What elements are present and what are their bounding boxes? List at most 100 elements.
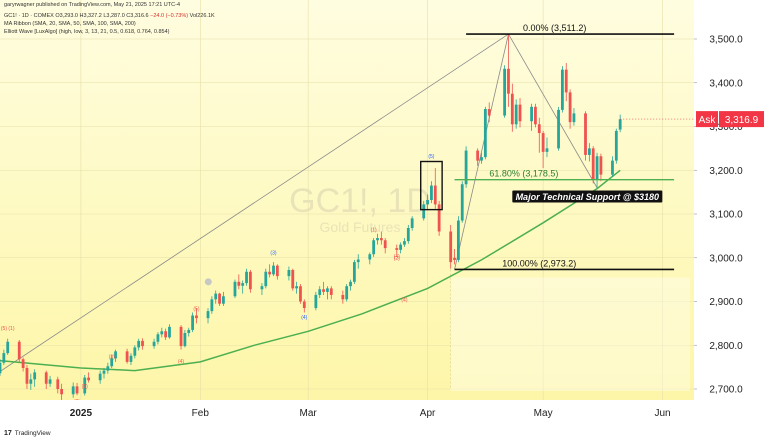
candle-body bbox=[356, 259, 360, 263]
candle-body bbox=[433, 185, 437, 205]
tradingview-logo[interactable]: 17 TradingView bbox=[4, 430, 51, 437]
volume: Vol226.1K bbox=[189, 13, 215, 19]
candle bbox=[237, 274, 241, 290]
candle bbox=[322, 281, 325, 295]
ma-ribbon-legend[interactable]: MA Ribbon (SMA, 20, SMA, 50, SMA, 100, S… bbox=[4, 21, 136, 27]
candle-body bbox=[595, 156, 599, 179]
candle-body bbox=[302, 301, 306, 309]
candle-body bbox=[272, 265, 275, 275]
y-tick-label: 2,900.0 bbox=[709, 297, 743, 308]
candle bbox=[48, 375, 52, 387]
wave-label: (1) bbox=[371, 228, 377, 234]
publisher-line: garyrwagner published on TradingView.com… bbox=[4, 2, 180, 8]
candle bbox=[187, 327, 191, 337]
candle-body bbox=[591, 148, 595, 179]
candle-body bbox=[268, 271, 272, 275]
candle-body bbox=[541, 133, 545, 152]
moving-average bbox=[0, 169, 621, 372]
candle bbox=[102, 368, 106, 379]
candle-body bbox=[25, 368, 29, 384]
candle bbox=[426, 194, 429, 210]
candle-body bbox=[160, 331, 164, 335]
candle bbox=[56, 376, 60, 394]
elliott-wave-legend[interactable]: Elliott Wave [LuxAlgo] (high, low, 3, 13… bbox=[4, 29, 170, 35]
wave-label: (4) bbox=[394, 254, 400, 260]
x-tick-label: May bbox=[534, 408, 553, 419]
ma-line bbox=[0, 169, 621, 372]
candle-body bbox=[322, 289, 325, 292]
candle bbox=[403, 238, 406, 247]
candle-body bbox=[510, 93, 514, 125]
candle-body bbox=[430, 185, 433, 200]
x-tick-label: Jun bbox=[654, 408, 670, 419]
candle bbox=[141, 338, 144, 350]
candle-body bbox=[21, 359, 25, 368]
candle-body bbox=[191, 315, 194, 330]
candle bbox=[395, 244, 399, 256]
candle bbox=[534, 103, 537, 128]
candle-body bbox=[210, 299, 214, 312]
candle-body bbox=[437, 204, 441, 232]
candle-body bbox=[503, 68, 507, 116]
support-label-bg bbox=[512, 190, 663, 203]
candle-body bbox=[233, 281, 237, 297]
candle bbox=[83, 375, 87, 396]
candle-body bbox=[299, 286, 302, 302]
candle-body bbox=[141, 340, 144, 347]
candle-body bbox=[460, 184, 464, 221]
candle-body bbox=[56, 379, 60, 389]
candle bbox=[233, 279, 237, 298]
trend-line bbox=[454, 34, 509, 270]
candle bbox=[541, 130, 545, 169]
candle bbox=[287, 266, 291, 281]
y-tick-label: 3,400.0 bbox=[709, 78, 743, 89]
candle bbox=[483, 106, 487, 160]
y-tick-label: 3,000.0 bbox=[709, 253, 743, 264]
wave-label: (4) bbox=[401, 298, 407, 304]
candle bbox=[368, 252, 372, 265]
candle bbox=[614, 128, 618, 164]
price-change: −24.0 (−0.73%) bbox=[150, 13, 189, 19]
ask-price-tag: Ask 3,316.9 bbox=[620, 111, 764, 128]
candle-body bbox=[33, 372, 37, 380]
price-axis-panel bbox=[694, 0, 768, 441]
candle bbox=[133, 345, 137, 359]
candle-body bbox=[410, 218, 414, 228]
ask-value: 3,316.9 bbox=[725, 115, 759, 126]
candle-body bbox=[264, 271, 268, 287]
candle bbox=[87, 372, 90, 383]
candle-body bbox=[557, 109, 560, 149]
candle bbox=[218, 292, 221, 306]
candle bbox=[314, 291, 318, 311]
candle bbox=[599, 153, 603, 182]
candle-body bbox=[426, 200, 429, 205]
candle-body bbox=[564, 69, 568, 93]
candle-body bbox=[129, 355, 133, 362]
ask-label: Ask bbox=[699, 115, 717, 126]
candle bbox=[2, 349, 6, 365]
candle-body bbox=[222, 296, 225, 304]
candle-body bbox=[87, 377, 90, 381]
candle-body bbox=[518, 104, 522, 122]
candle bbox=[106, 362, 110, 374]
candle-body bbox=[168, 326, 171, 338]
y-tick-label: 2,700.0 bbox=[709, 385, 743, 396]
candle-body bbox=[318, 289, 322, 295]
candle-body bbox=[218, 293, 221, 304]
candle-body bbox=[60, 389, 64, 395]
candle bbox=[260, 283, 264, 295]
candle-body bbox=[372, 240, 376, 255]
candle bbox=[25, 364, 29, 389]
candle bbox=[114, 349, 117, 362]
candle bbox=[341, 290, 345, 304]
trend-line bbox=[508, 33, 598, 188]
candle-body bbox=[102, 370, 106, 374]
candle-body bbox=[187, 329, 191, 333]
candle-body bbox=[75, 386, 79, 394]
candle bbox=[433, 168, 437, 209]
candle-body bbox=[291, 270, 295, 289]
candle bbox=[318, 286, 322, 298]
